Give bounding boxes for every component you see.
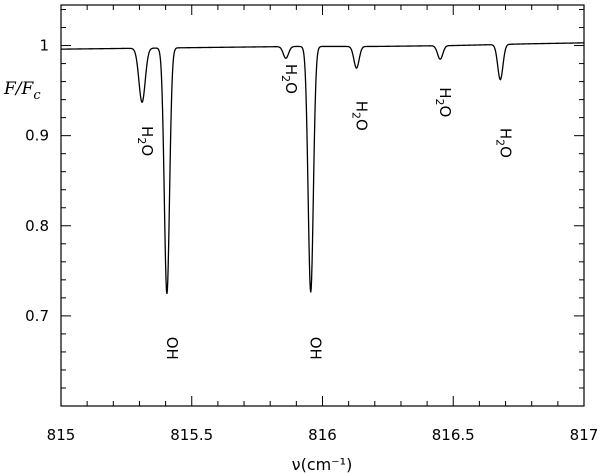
- line-annotation: H2O: [493, 128, 514, 158]
- y-axis-label: F/Fc: [3, 79, 41, 103]
- x-tick-label: 815: [47, 426, 76, 444]
- x-axis-label: ν(cm⁻¹): [292, 455, 353, 474]
- line-annotation: OH: [307, 337, 325, 360]
- y-tick-label: 0.8: [25, 217, 49, 235]
- line-annotation: H2O: [279, 64, 300, 94]
- x-tick-label: 816.5: [432, 426, 475, 444]
- spectrum-line: [60, 42, 584, 295]
- y-tick-label: 1: [39, 37, 49, 55]
- y-tick-label: 0.9: [25, 127, 49, 145]
- line-annotation: H2O: [350, 101, 371, 131]
- line-annotation: H2O: [135, 126, 156, 156]
- line-annotation: H2O: [433, 87, 454, 117]
- x-tick-label: 815.5: [170, 426, 213, 444]
- y-tick-label: 0.7: [25, 307, 49, 325]
- x-tick-label: 816: [308, 426, 337, 444]
- line-annotation: OH: [163, 337, 181, 360]
- x-tick-label: 817: [570, 426, 599, 444]
